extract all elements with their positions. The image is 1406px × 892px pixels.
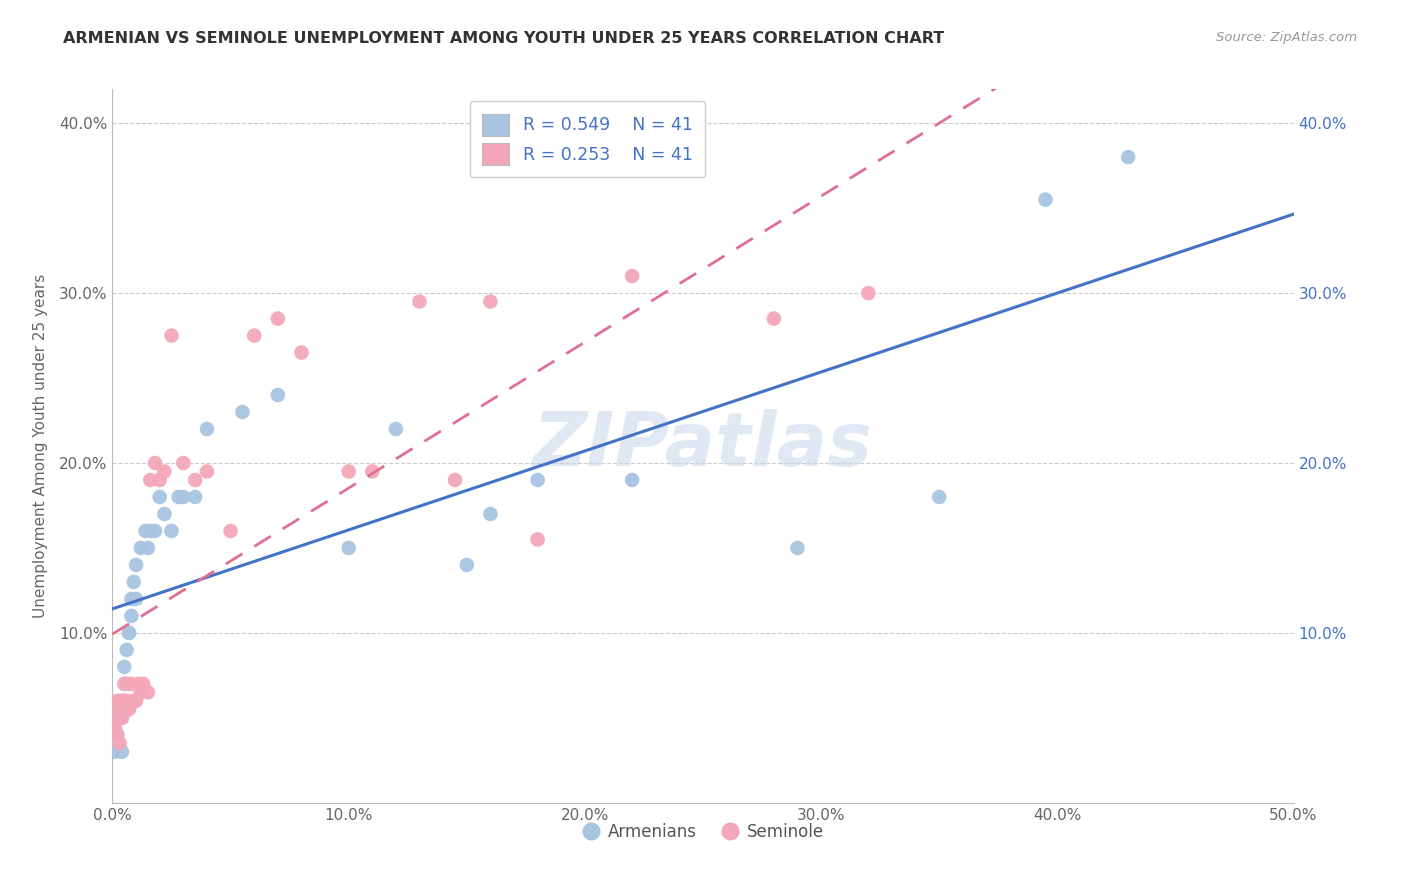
- Point: [120, 591, 142, 606]
- Point: [118, 626, 141, 640]
- Point: [108, 736, 131, 750]
- Point: [267, 311, 290, 326]
- Legend: Armenians, Seminole: Armenians, Seminole: [576, 817, 830, 848]
- Point: [143, 524, 166, 538]
- Point: [456, 558, 478, 572]
- Point: [125, 591, 148, 606]
- Y-axis label: Unemployment Among Youth under 25 years: Unemployment Among Youth under 25 years: [32, 274, 48, 618]
- Point: [195, 422, 218, 436]
- Point: [479, 294, 502, 309]
- Point: [129, 685, 152, 699]
- Point: [231, 405, 253, 419]
- Point: [928, 490, 950, 504]
- Point: [139, 524, 162, 538]
- Point: [111, 694, 134, 708]
- Point: [118, 702, 141, 716]
- Point: [858, 286, 880, 301]
- Point: [111, 745, 134, 759]
- Text: ARMENIAN VS SEMINOLE UNEMPLOYMENT AMONG YOUTH UNDER 25 YEARS CORRELATION CHART: ARMENIAN VS SEMINOLE UNEMPLOYMENT AMONG …: [63, 31, 945, 46]
- Point: [122, 574, 145, 589]
- Point: [108, 694, 131, 708]
- Point: [153, 465, 176, 479]
- Point: [105, 694, 128, 708]
- Point: [108, 711, 131, 725]
- Point: [167, 490, 190, 504]
- Point: [762, 311, 785, 326]
- Point: [115, 702, 138, 716]
- Point: [479, 507, 502, 521]
- Point: [172, 456, 194, 470]
- Text: ZIPatlas: ZIPatlas: [533, 409, 873, 483]
- Point: [112, 694, 135, 708]
- Point: [111, 711, 134, 725]
- Point: [526, 473, 548, 487]
- Point: [408, 294, 430, 309]
- Point: [118, 626, 141, 640]
- Point: [135, 524, 157, 538]
- Point: [526, 533, 548, 547]
- Point: [243, 328, 266, 343]
- Point: [195, 465, 218, 479]
- Point: [1116, 150, 1139, 164]
- Point: [143, 456, 166, 470]
- Point: [184, 490, 207, 504]
- Point: [120, 677, 142, 691]
- Point: [105, 728, 128, 742]
- Point: [337, 465, 360, 479]
- Point: [149, 473, 172, 487]
- Point: [160, 328, 183, 343]
- Point: [122, 694, 145, 708]
- Point: [149, 490, 172, 504]
- Point: [105, 728, 128, 742]
- Point: [104, 719, 127, 733]
- Point: [1035, 193, 1057, 207]
- Point: [112, 677, 135, 691]
- Point: [104, 745, 127, 759]
- Point: [125, 558, 148, 572]
- Point: [104, 711, 127, 725]
- Point: [115, 694, 138, 708]
- Point: [219, 524, 242, 538]
- Point: [385, 422, 408, 436]
- Point: [115, 643, 138, 657]
- Point: [112, 660, 135, 674]
- Point: [111, 711, 134, 725]
- Point: [120, 608, 142, 623]
- Point: [621, 269, 644, 284]
- Point: [127, 677, 149, 691]
- Point: [444, 473, 467, 487]
- Point: [136, 685, 159, 699]
- Point: [184, 473, 207, 487]
- Point: [108, 702, 131, 716]
- Point: [136, 541, 159, 555]
- Point: [139, 473, 162, 487]
- Point: [172, 490, 194, 504]
- Point: [267, 388, 290, 402]
- Point: [290, 345, 312, 359]
- Point: [621, 473, 644, 487]
- Point: [129, 541, 152, 555]
- Point: [115, 677, 138, 691]
- Point: [153, 507, 176, 521]
- Point: [361, 465, 384, 479]
- Point: [112, 694, 135, 708]
- Text: Source: ZipAtlas.com: Source: ZipAtlas.com: [1216, 31, 1357, 45]
- Point: [786, 541, 808, 555]
- Point: [337, 541, 360, 555]
- Point: [125, 694, 148, 708]
- Point: [160, 524, 183, 538]
- Point: [132, 677, 155, 691]
